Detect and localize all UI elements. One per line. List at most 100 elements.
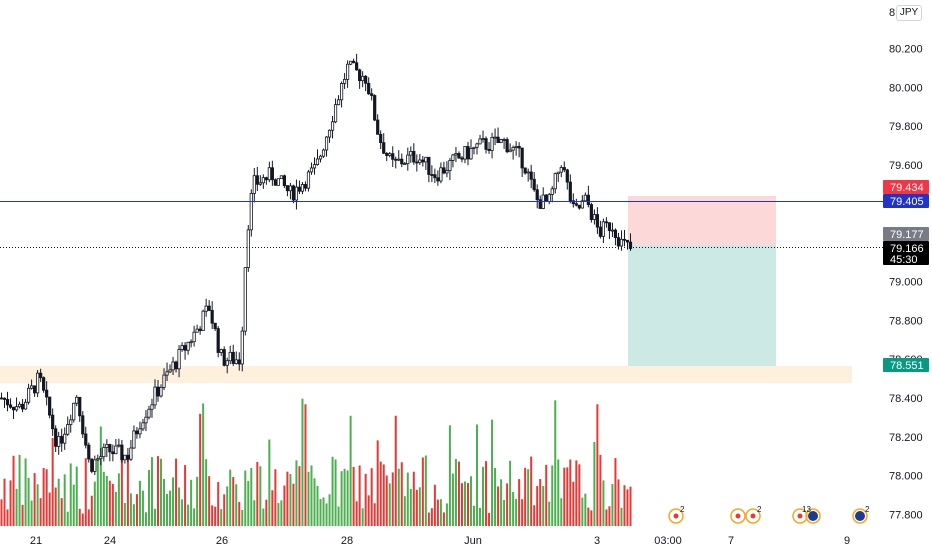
volume-bar: [361, 508, 364, 526]
candle: [625, 239, 630, 250]
candle: [571, 193, 575, 208]
y-tick-label: 77.800: [889, 509, 923, 521]
volume-bar: [548, 501, 551, 526]
volume-bar: [295, 460, 298, 526]
currency-badge[interactable]: JPY: [896, 5, 922, 21]
support-zone[interactable]: [0, 366, 852, 383]
volume-bar: [415, 489, 418, 526]
event-marker-1[interactable]: 2: [668, 505, 685, 524]
volume-bar: [406, 472, 409, 526]
volume-bar: [379, 461, 382, 526]
candle: [493, 128, 497, 146]
candle: [595, 207, 599, 234]
candle: [508, 143, 512, 153]
candle: [60, 428, 64, 452]
volume-bar: [39, 498, 42, 526]
x-tick-label: 7: [728, 535, 734, 547]
candle: [195, 324, 199, 333]
volume-bar: [382, 464, 385, 526]
volume-bar: [292, 483, 295, 526]
candle: [379, 130, 383, 150]
volume-bar: [503, 499, 506, 526]
event-ring-icon: [668, 508, 684, 524]
volume-bar: [84, 458, 87, 526]
volume-bar: [307, 471, 310, 526]
stop-loss-zone[interactable]: [628, 196, 776, 245]
volume-bar: [506, 483, 509, 526]
volume-bar: [439, 499, 442, 526]
volume-bar: [322, 497, 325, 526]
volume-bar: [397, 468, 400, 526]
candle: [267, 161, 271, 183]
candle: [282, 174, 287, 189]
candle: [463, 146, 467, 164]
candle: [246, 225, 250, 272]
volume-bar: [593, 441, 596, 526]
volume-bar: [412, 471, 415, 526]
candle: [29, 379, 34, 390]
volume-bar: [262, 508, 265, 526]
candle: [538, 195, 542, 209]
candle: [529, 164, 533, 189]
volume-bar: [394, 415, 397, 526]
event-dot-icon: [750, 513, 756, 519]
candle: [577, 204, 581, 210]
candle: [222, 346, 226, 367]
volume-bar: [253, 500, 256, 526]
y-tick-label: 80.000: [889, 82, 923, 94]
price-tag-resistance: 79.405: [883, 194, 929, 208]
candle: [78, 396, 82, 422]
candle: [234, 351, 238, 365]
candle: [264, 176, 268, 185]
candle: [598, 220, 603, 239]
candle: [180, 342, 184, 352]
candle: [231, 344, 235, 367]
candle: [427, 156, 431, 183]
volume-bar: [587, 507, 590, 526]
volume-bar: [250, 468, 253, 526]
candle: [23, 398, 28, 410]
candle: [84, 426, 88, 449]
volume-bar: [349, 415, 352, 526]
candle: [520, 147, 524, 178]
candle: [66, 416, 70, 436]
volume-bar: [536, 486, 539, 526]
volume-bar: [611, 484, 614, 526]
candle: [87, 442, 91, 463]
volume-bar: [524, 467, 527, 526]
volume-bar: [280, 500, 283, 526]
candle: [517, 142, 521, 158]
candle: [162, 368, 166, 391]
candle: [20, 398, 25, 413]
volume-bar: [45, 469, 48, 526]
volume-bar: [277, 503, 280, 526]
candle: [583, 192, 587, 202]
candle: [499, 138, 503, 144]
candle: [345, 60, 350, 88]
candle: [469, 139, 473, 160]
candle: [439, 162, 443, 184]
candle: [288, 182, 293, 200]
volume-bar: [283, 485, 286, 526]
take-profit-zone[interactable]: [628, 245, 776, 366]
volume-bar: [105, 475, 108, 526]
candle: [168, 364, 172, 374]
candle: [102, 443, 106, 462]
candle: [45, 381, 49, 406]
candle: [339, 81, 344, 108]
time-axis[interactable]: 21 24 26 28 Jun 3 03:00 7 9: [30, 535, 850, 547]
volume-bar: [337, 506, 340, 526]
volume-bar: [479, 507, 482, 526]
volume-bar: [599, 454, 602, 526]
event-marker-3[interactable]: 13: [792, 505, 821, 524]
candle: [237, 352, 241, 371]
event-marker-2[interactable]: 2: [730, 505, 762, 524]
volume-bar: [542, 486, 545, 526]
candle: [123, 454, 127, 464]
event-marker-4[interactable]: 2: [852, 505, 870, 524]
volume-bar: [310, 465, 313, 526]
y-tick-label: 80.200: [889, 44, 923, 56]
volume-bar: [584, 493, 587, 526]
volume-bar: [469, 476, 472, 526]
